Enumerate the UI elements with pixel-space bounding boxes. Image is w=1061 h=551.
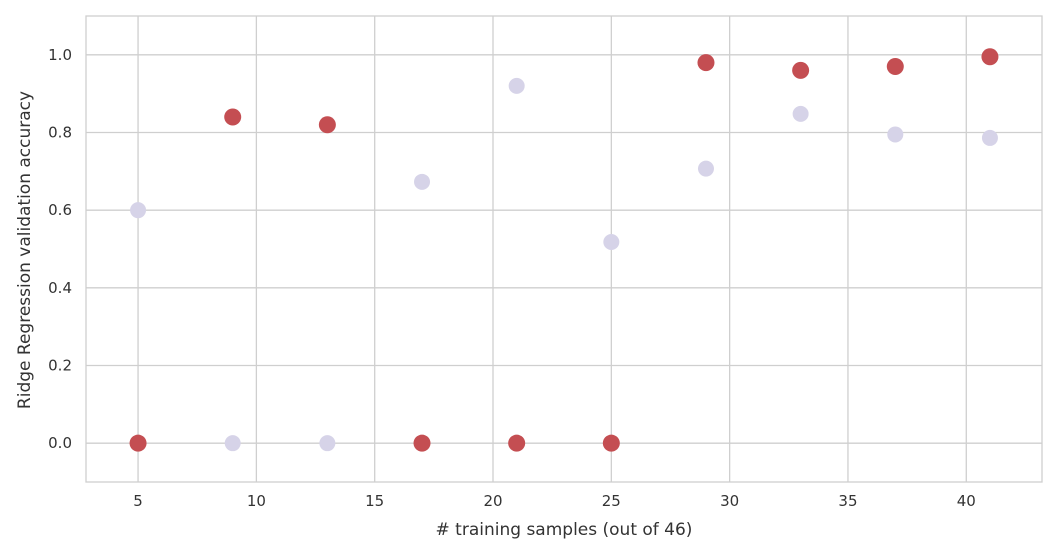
x-tick-label: 30: [720, 492, 739, 510]
light-series-point: [508, 77, 525, 94]
red-series-point: [508, 434, 526, 452]
light-series-point: [603, 234, 620, 251]
y-tick-label: 0.4: [48, 279, 72, 297]
light-series-point: [887, 126, 904, 143]
x-tick-label: 5: [133, 492, 143, 510]
x-tick-label: 35: [838, 492, 857, 510]
y-tick-labels: 0.0 0.2 0.4 0.6 0.8 1.0: [48, 46, 72, 452]
red-series-point: [886, 57, 904, 75]
red-series-point: [981, 48, 999, 66]
x-tick-labels: 5 10 15 20 25 30 35 40: [133, 492, 976, 510]
x-axis-label: # training samples (out of 46): [436, 520, 693, 540]
light-series-point: [224, 435, 241, 452]
data-points: [129, 48, 999, 452]
plot-frame: [85, 15, 1043, 483]
red-series-point: [602, 434, 620, 452]
red-series-point: [413, 434, 431, 452]
light-series-point: [697, 160, 714, 177]
light-series-point: [414, 173, 431, 190]
light-series-point: [792, 105, 809, 122]
x-tick-label: 20: [483, 492, 502, 510]
x-tick-label: 15: [365, 492, 384, 510]
y-tick-label: 1.0: [48, 46, 72, 64]
red-series-point: [224, 108, 242, 126]
red-series-point: [697, 54, 715, 72]
light-series-point: [981, 129, 998, 146]
x-tick-label: 10: [247, 492, 266, 510]
x-tick-label: 25: [602, 492, 621, 510]
red-series-point: [792, 61, 810, 79]
light-series-point: [130, 202, 147, 219]
light-series-point: [319, 435, 336, 452]
red-series-point: [318, 116, 336, 134]
red-series-point: [129, 434, 147, 452]
y-axis-label: Ridge Regression validation accuracy: [15, 91, 35, 409]
y-tick-label: 0.6: [48, 201, 72, 219]
grid-lines: [86, 16, 1042, 482]
y-tick-label: 0.2: [48, 357, 72, 375]
y-tick-label: 0.8: [48, 124, 72, 142]
y-tick-label: 0.0: [48, 434, 72, 452]
x-tick-label: 40: [957, 492, 976, 510]
